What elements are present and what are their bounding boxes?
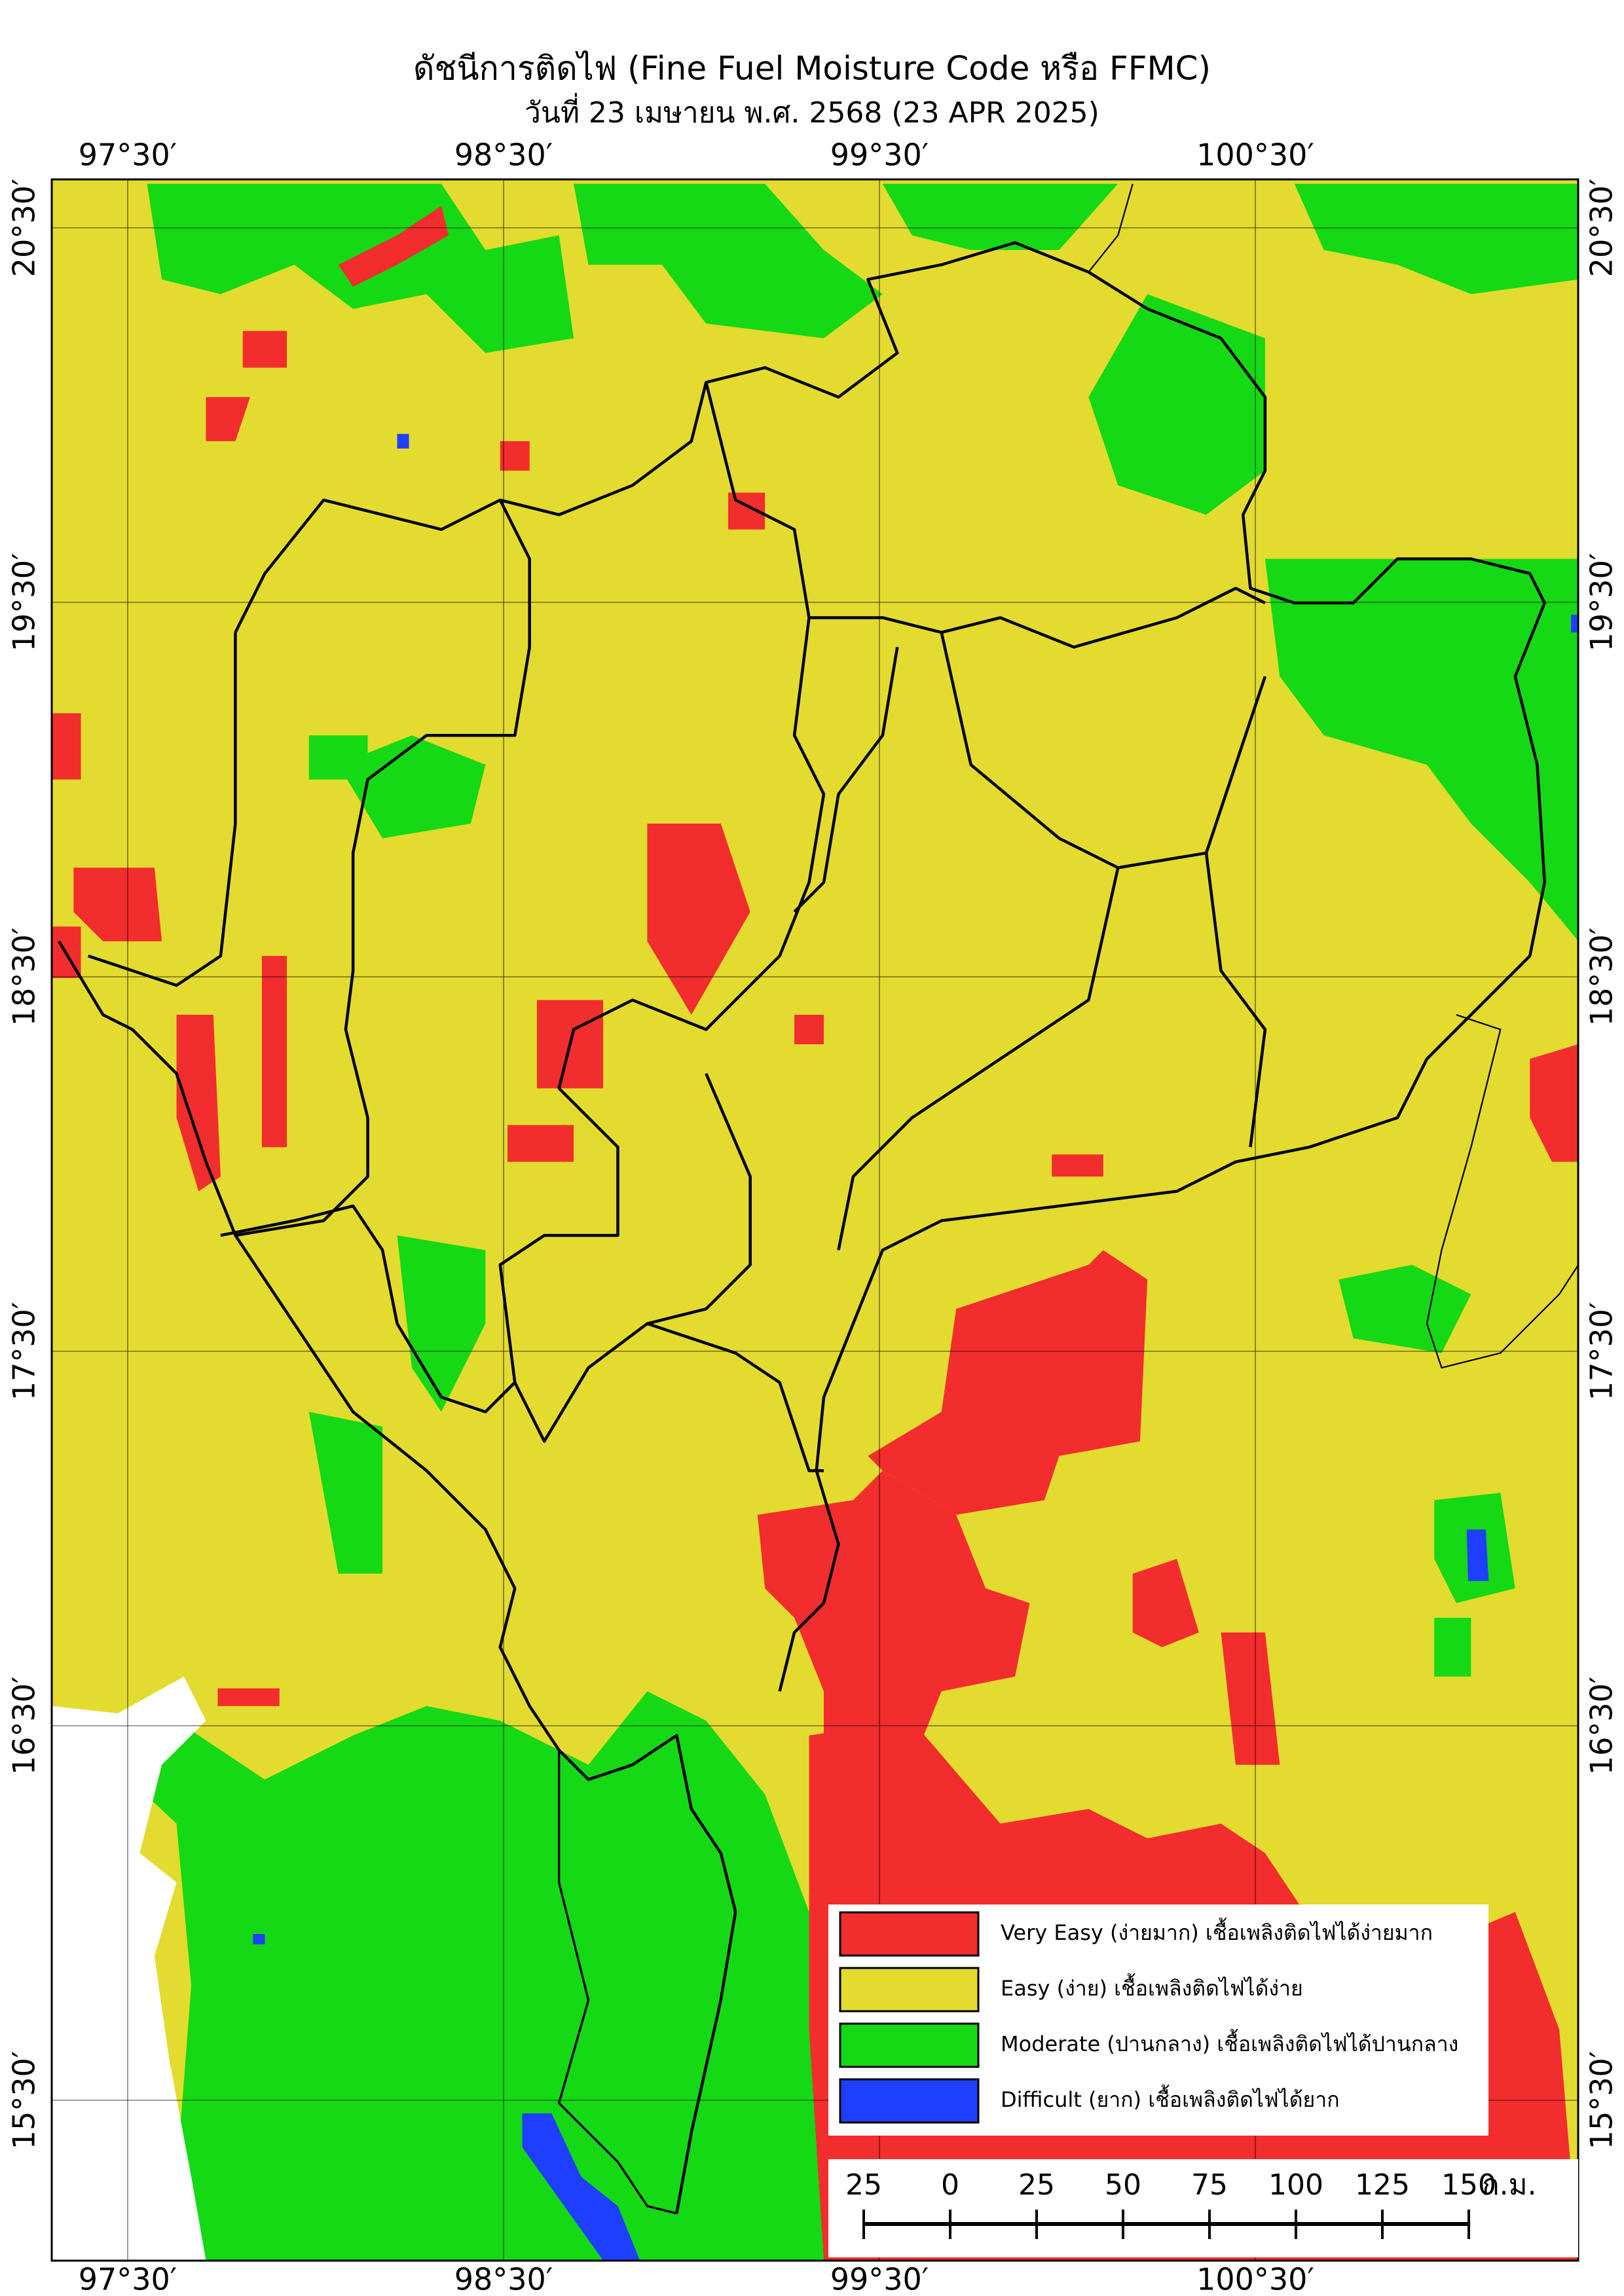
scale-label: 50 xyxy=(1105,2168,1141,2202)
map-title: ดัชนีการติดไฟ (Fine Fuel Moisture Code ห… xyxy=(413,50,1211,88)
scale-label: 150 xyxy=(1441,2168,1496,2202)
boundaries xyxy=(57,183,1579,2215)
moderate-areas xyxy=(51,183,1579,2261)
difficult-areas xyxy=(253,433,1579,2261)
latitude-label-right: 15°30′ xyxy=(1584,2051,1619,2150)
sea xyxy=(51,1676,206,2261)
legend: Very Easy (ง่ายมาก) เชื้อเพลิงติดไฟได้ง่… xyxy=(828,1904,1488,2136)
scale-label: 25 xyxy=(845,2168,882,2202)
latitude-label-left: 20°30′ xyxy=(7,179,42,278)
coordinate-labels: 97°30′ 97°30′ 98°30′ 98°30′ 99°30′ 99°30′ 100°… xyxy=(7,137,1619,2296)
legend-swatch xyxy=(839,1911,980,1957)
latitude-label-right: 16°30′ xyxy=(1584,1677,1619,1776)
longitude-label-bottom: 99°30′ xyxy=(830,2262,929,2296)
latitude-label-left: 17°30′ xyxy=(7,1302,42,1401)
latitude-label-left: 18°30′ xyxy=(7,928,42,1027)
longitude-label-bottom: 97°30′ xyxy=(79,2262,177,2296)
longitude-label-top: 97°30′ xyxy=(79,137,177,173)
legend-label: Moderate (ปานกลาง) เชื้อเพลิงติดไฟได้ปาน… xyxy=(1001,2029,1458,2056)
scale-box xyxy=(828,2159,1578,2257)
longitude-label-top: 99°30′ xyxy=(830,137,929,173)
latitude-label-right: 19°30′ xyxy=(1584,553,1619,652)
latitude-label-left: 19°30′ xyxy=(7,553,42,652)
scale-label: 100 xyxy=(1268,2168,1323,2202)
scale-label: 0 xyxy=(941,2168,959,2202)
longitude-label-bottom: 100°30′ xyxy=(1196,2262,1314,2296)
latitude-label-left: 16°30′ xyxy=(7,1677,42,1776)
legend-swatch xyxy=(839,2022,980,2068)
latitude-label-right: 17°30′ xyxy=(1584,1302,1619,1401)
scale-label: 25 xyxy=(1018,2168,1055,2202)
legend-swatch xyxy=(839,1967,980,2013)
scale-label: 125 xyxy=(1355,2168,1410,2202)
scale-unit: ก.ม. xyxy=(1482,2168,1537,2202)
longitude-label-top: 100°30′ xyxy=(1196,137,1314,173)
legend-label: Difficult (ยาก) เชื้อเพลิงติดไฟได้ยาก xyxy=(1001,2085,1340,2112)
latitude-label-right: 20°30′ xyxy=(1584,179,1619,278)
latitude-label-left: 15°30′ xyxy=(7,2051,42,2150)
map-subtitle: วันที่ 23 เมษายน พ.ศ. 2568 (23 APR 2025) xyxy=(525,92,1099,130)
legend-label: Easy (ง่าย) เชื้อเพลิงติดไฟได้ง่าย xyxy=(1001,1973,1303,2001)
longitude-label-top: 98°30′ xyxy=(454,137,553,173)
scale-label: 75 xyxy=(1191,2168,1228,2202)
longitude-label-bottom: 98°30′ xyxy=(454,2262,553,2296)
legend-swatch xyxy=(839,2078,980,2124)
latitude-label-right: 18°30′ xyxy=(1584,928,1619,1027)
legend-label: Very Easy (ง่ายมาก) เชื้อเพลิงติดไฟได้ง่… xyxy=(1001,1918,1433,1945)
map-frame xyxy=(50,178,1579,2262)
